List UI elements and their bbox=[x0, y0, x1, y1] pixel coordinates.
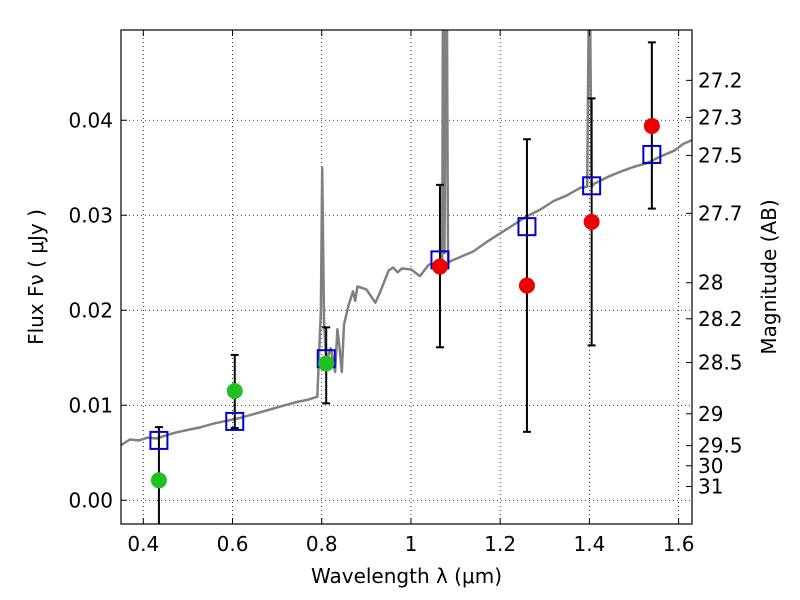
observed-flux-point bbox=[583, 213, 600, 230]
observed-flux-point bbox=[318, 355, 335, 372]
y-tick-label: 0.04 bbox=[68, 108, 113, 132]
observed-flux-point bbox=[226, 383, 243, 399]
y2-tick-label: 31 bbox=[698, 474, 723, 498]
observed-flux-point bbox=[150, 472, 167, 489]
x-tick-label: 0.8 bbox=[306, 532, 338, 556]
model-photometry-square bbox=[642, 144, 662, 164]
y2-tick-label: 29.5 bbox=[698, 434, 743, 458]
y2-axis-label: Magnitude (AB) bbox=[757, 199, 781, 354]
x-axis-label: Wavelength λ (μm) bbox=[311, 564, 502, 588]
x-tick-label: 1 bbox=[405, 532, 418, 556]
model-photometry-square bbox=[517, 217, 537, 237]
y2-tick-label: 27.3 bbox=[698, 105, 743, 129]
x-tick-label: 0.6 bbox=[217, 532, 249, 556]
y2-tick-label: 29 bbox=[698, 402, 723, 426]
model-photometry-square bbox=[149, 430, 169, 450]
observed-flux-point bbox=[431, 258, 448, 275]
y2-tick-label: 27.5 bbox=[698, 143, 743, 167]
y2-tick-label: 30 bbox=[698, 454, 723, 478]
marker-layer bbox=[149, 117, 662, 489]
y2-tick-label: 27.2 bbox=[698, 68, 743, 92]
y2-tick-label: 27.7 bbox=[698, 201, 743, 225]
spectrum-layer bbox=[121, 30, 692, 447]
y-tick-label: 0.03 bbox=[68, 203, 113, 227]
ticks-layer: 0.4 0.6 0.8 1 1.2 1.4 1.6 0.00 0.01 0.02 0.03 0.04 2… bbox=[68, 30, 743, 556]
observed-flux-point bbox=[643, 117, 660, 134]
x-tick-label: 1.6 bbox=[663, 532, 695, 556]
x-tick-label: 1.2 bbox=[484, 532, 516, 556]
grid-layer bbox=[121, 30, 692, 524]
y2-tick-label: 28 bbox=[698, 271, 723, 295]
y-tick-label: 0.02 bbox=[68, 298, 113, 322]
x-tick-label: 0.4 bbox=[127, 532, 159, 556]
y-axis-label: Flux Fν ( μJy ) bbox=[24, 209, 48, 345]
plot-frame bbox=[120, 29, 693, 525]
observed-flux-point bbox=[518, 277, 535, 294]
model-photometry-square bbox=[582, 176, 602, 196]
y2-tick-label: 28.2 bbox=[698, 307, 743, 331]
model-spectrum-line bbox=[121, 30, 692, 447]
y-tick-label: 0.00 bbox=[68, 488, 113, 512]
y-tick-label: 0.01 bbox=[68, 393, 113, 417]
x-tick-label: 1.4 bbox=[573, 532, 605, 556]
model-photometry-square bbox=[225, 411, 245, 431]
y2-tick-label: 28.5 bbox=[698, 351, 743, 375]
errorbar-layer bbox=[154, 41, 656, 524]
